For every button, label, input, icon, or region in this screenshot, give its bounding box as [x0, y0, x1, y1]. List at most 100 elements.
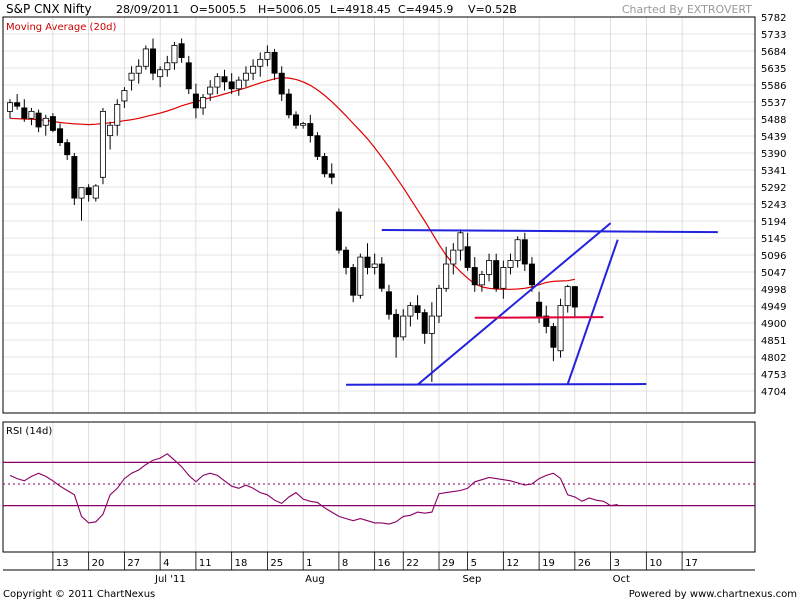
candle-body — [142, 48, 149, 67]
x-tick-label: 20 — [92, 558, 105, 569]
candle-body — [300, 123, 307, 126]
trendline-rising — [566, 239, 619, 385]
candle-body — [114, 104, 121, 126]
candle-body — [443, 263, 450, 289]
candle-body — [385, 291, 392, 315]
candle-body — [185, 62, 192, 90]
y-tick-label: 4949 — [761, 302, 786, 313]
candle-body — [471, 267, 478, 286]
candle-body — [314, 135, 321, 157]
candle-body — [228, 81, 235, 90]
x-tick-label: 17 — [685, 558, 698, 569]
y-tick-label: 5684 — [761, 47, 786, 58]
x-tick-label: 10 — [649, 558, 662, 569]
candle-body — [550, 326, 557, 348]
candle-body — [214, 76, 221, 88]
ma-label: Moving Average (20d) — [6, 22, 117, 33]
candle-body — [543, 315, 550, 327]
candle-body — [343, 249, 350, 268]
candle-body — [57, 128, 64, 143]
x-tick-label: 11 — [199, 558, 212, 569]
x-tick-label: 1 — [306, 558, 312, 569]
x-tick-label: 25 — [270, 558, 283, 569]
quote-close: C=4945.9 — [398, 3, 453, 16]
candle-body — [207, 86, 214, 95]
candle-body — [393, 313, 400, 338]
y-tick-label: 4802 — [761, 353, 786, 364]
month-label: Sep — [462, 574, 481, 585]
y-tick-label: 4851 — [761, 336, 786, 347]
candle-body — [42, 117, 49, 126]
rsi-panel-frame — [2, 421, 756, 553]
rsi-line — [9, 453, 618, 525]
candle-body — [528, 263, 535, 286]
y-tick-label: 4900 — [761, 319, 786, 330]
candle-body — [278, 72, 285, 95]
y-tick-label: 4998 — [761, 285, 786, 296]
y-tick-label: 5341 — [761, 166, 786, 177]
candle-body — [92, 185, 99, 199]
month-label: Oct — [613, 574, 630, 585]
trendline-resistance-flat — [381, 229, 718, 234]
x-tick-label: 3 — [614, 558, 620, 569]
candle-body — [414, 305, 421, 313]
candle-body — [164, 62, 171, 71]
candle-body — [264, 51, 271, 60]
footer-powered: Powered by www.chartnexus.com — [629, 589, 797, 600]
x-tick-label: 12 — [506, 558, 519, 569]
candle-body — [378, 263, 385, 289]
y-tick-label: 5292 — [761, 183, 786, 194]
quote-volume: V=0.52B — [468, 3, 517, 16]
candle-body — [257, 58, 264, 67]
x-tick-label: 19 — [542, 558, 555, 569]
y-tick-label: 5782 — [761, 13, 786, 24]
trendline-rising — [416, 222, 612, 386]
candle-body — [7, 102, 13, 112]
x-tick-label: 8 — [342, 558, 348, 569]
candle-body — [78, 187, 85, 199]
candle-body — [221, 76, 228, 83]
candle-body — [493, 260, 500, 289]
rsi-label: RSI (14d) — [6, 426, 52, 437]
footer-copyright: Copyright © 2011 ChartNexus — [3, 589, 155, 600]
candle-body — [428, 315, 435, 334]
candle-body — [14, 102, 21, 107]
quote-date: 28/09/2011 — [116, 3, 179, 16]
candle-body — [128, 72, 135, 81]
quote-open: O=5005.5 — [190, 3, 246, 16]
x-tick-label: 13 — [56, 558, 69, 569]
candle-body — [450, 249, 457, 265]
candle-body — [21, 107, 28, 119]
candle-body — [71, 156, 78, 199]
y-tick-label: 5733 — [761, 30, 786, 41]
candle-body — [364, 256, 371, 268]
x-tick-label: 27 — [127, 558, 140, 569]
y-tick-label: 5439 — [761, 132, 786, 143]
candle-body — [292, 114, 299, 126]
candle-body — [171, 45, 178, 64]
candle-body — [49, 116, 56, 131]
candle-body — [307, 123, 314, 137]
candle-body — [350, 267, 357, 296]
x-tick-label: 26 — [578, 558, 591, 569]
price-panel-frame — [2, 16, 756, 414]
candle-body — [64, 142, 71, 156]
y-tick-label: 5243 — [761, 200, 786, 211]
candle-body — [371, 263, 378, 268]
support-line — [474, 316, 604, 319]
candle-body — [571, 286, 578, 308]
candle-body — [435, 287, 442, 317]
x-tick-label: 29 — [442, 558, 455, 569]
candle-body — [328, 173, 335, 178]
candle-body — [121, 90, 128, 102]
chart-credit: Charted By EXTROVERT — [622, 3, 752, 16]
candle-body — [321, 156, 328, 175]
y-tick-label: 5488 — [761, 115, 786, 126]
candle-body — [536, 301, 543, 317]
candle-body — [99, 110, 106, 178]
candle-body — [107, 124, 114, 137]
y-tick-label: 5390 — [761, 149, 786, 160]
candle-body — [407, 305, 414, 317]
quote-high: H=5006.05 — [258, 3, 321, 16]
